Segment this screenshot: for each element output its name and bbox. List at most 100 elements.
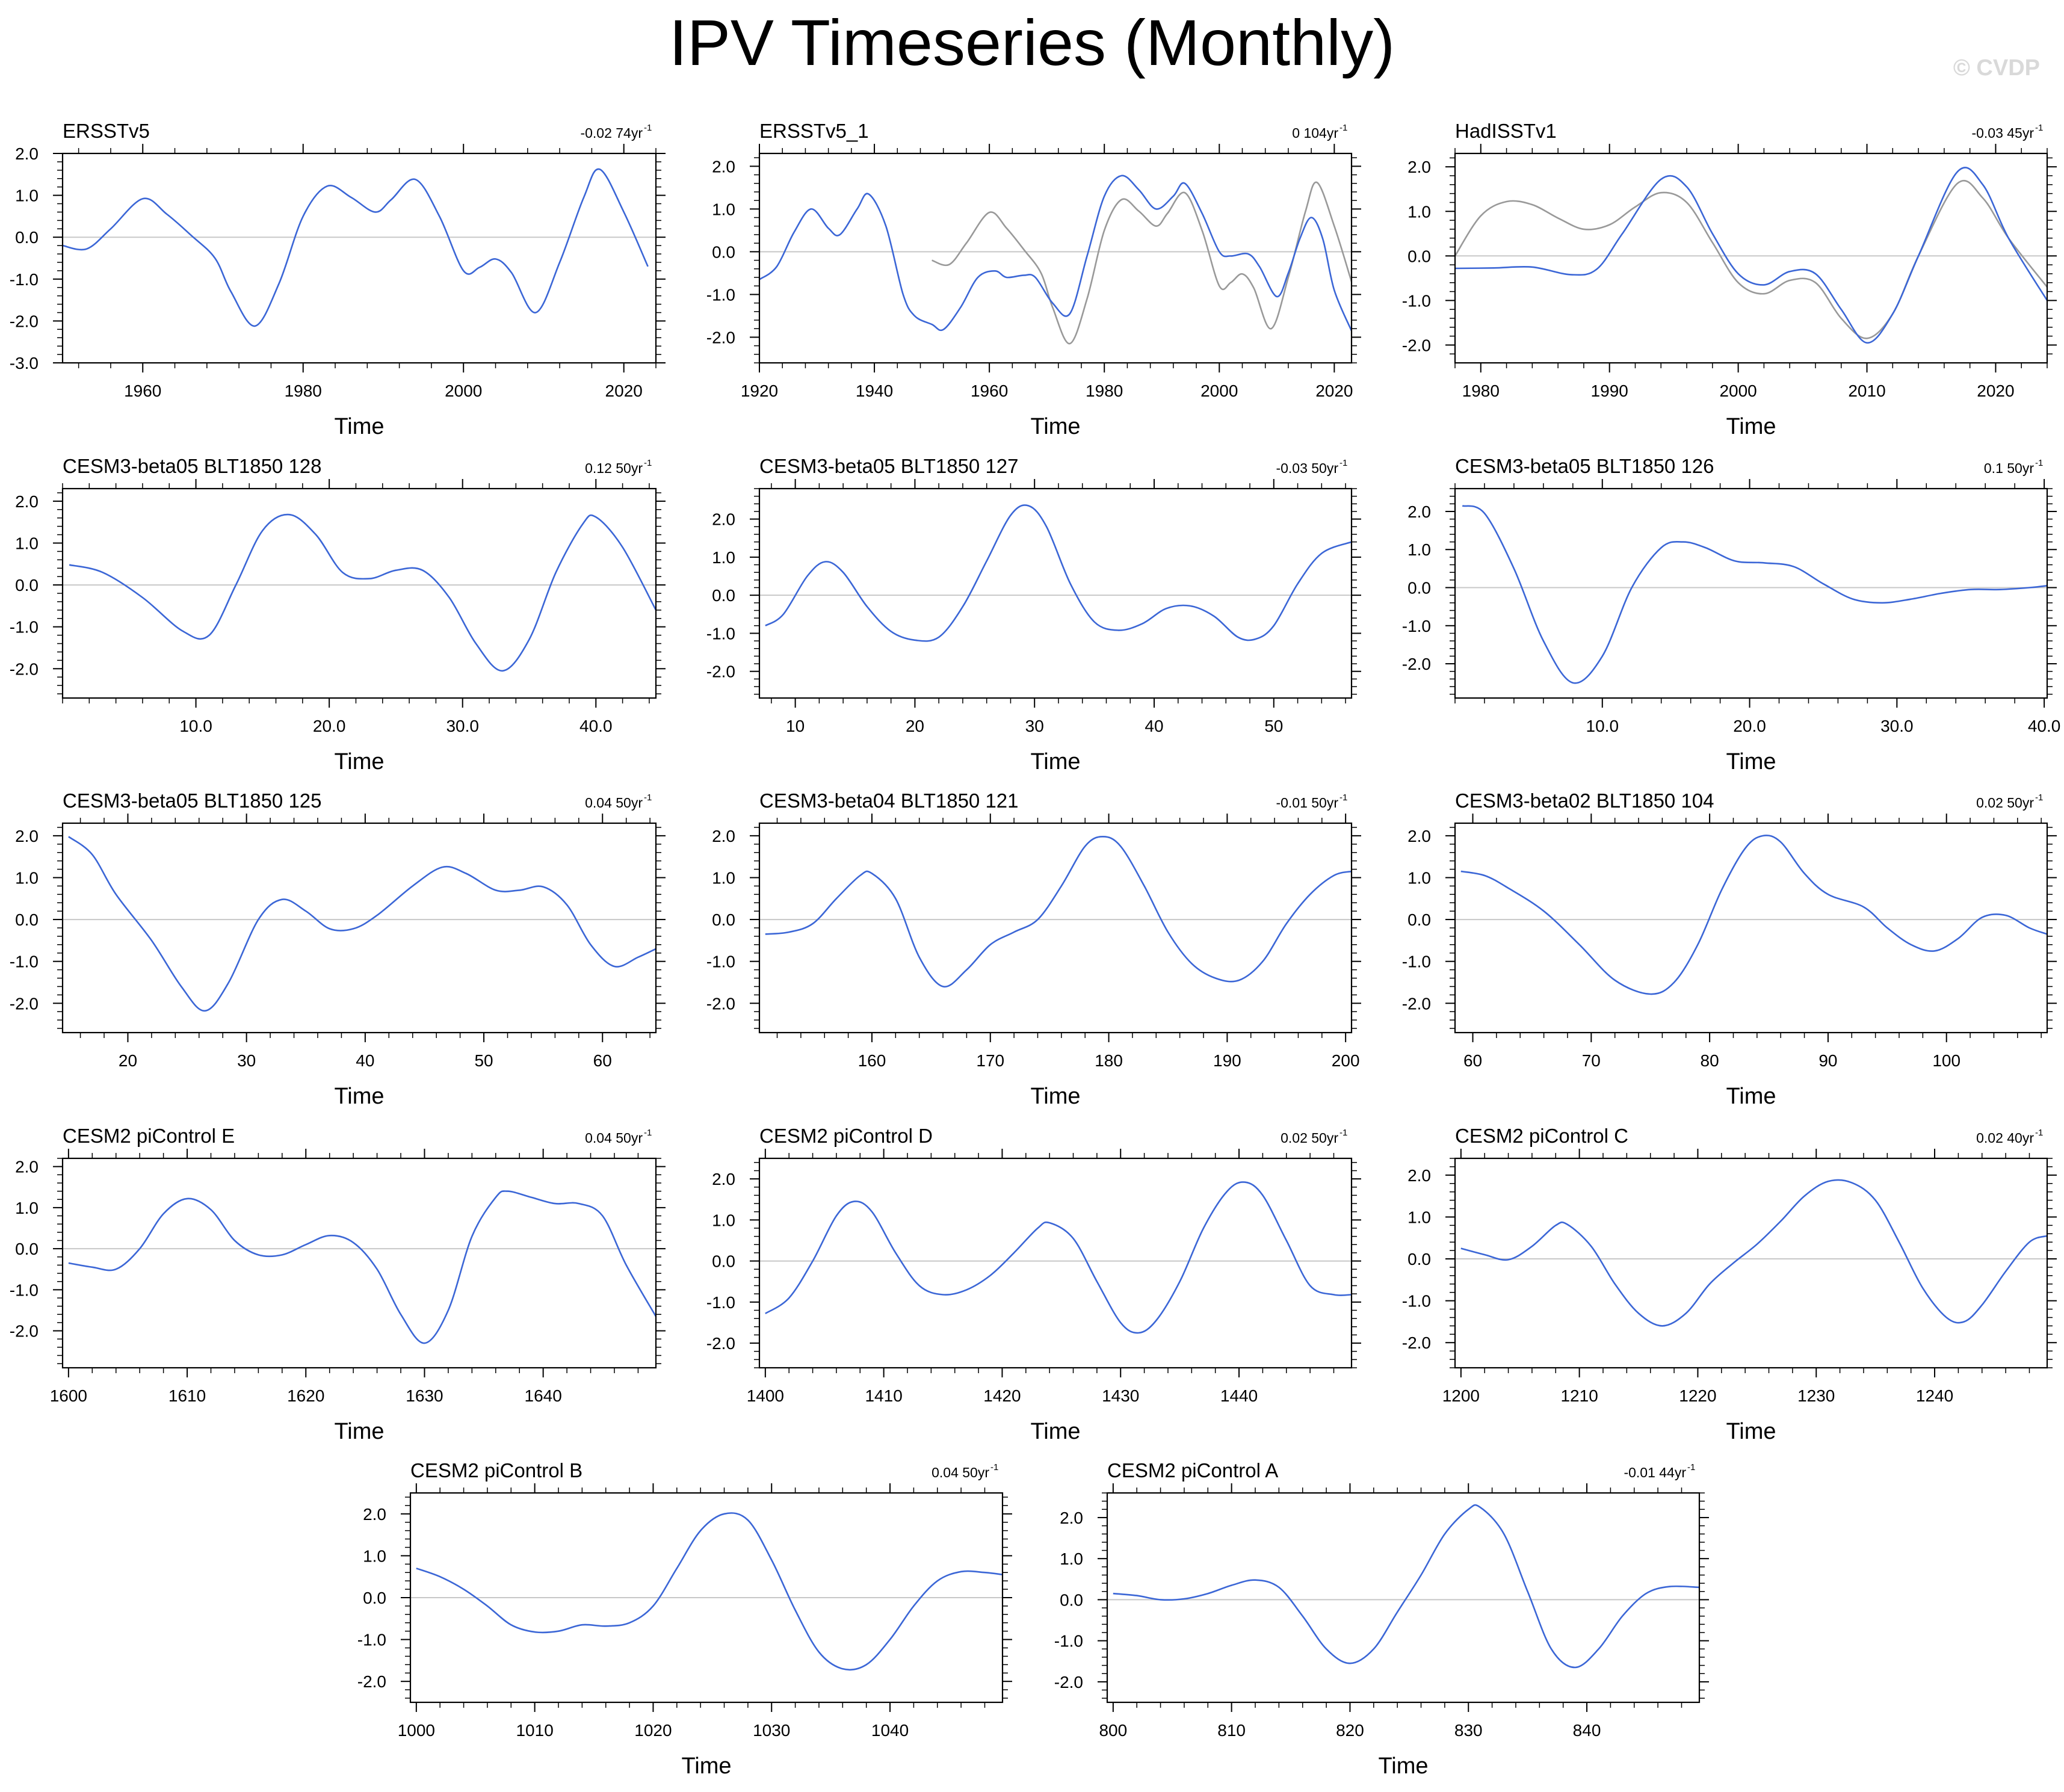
x-tick-label: 30.0 bbox=[446, 717, 479, 735]
x-tick-label: 20 bbox=[906, 717, 924, 735]
panel-2: 1920 1940 1960 1980 2000 2020 -2.0 -1.0 0.0 1.0 2.… bbox=[706, 120, 1361, 439]
x-axis-label: Time bbox=[1726, 1084, 1776, 1109]
y-tick-label: 2.0 bbox=[712, 1170, 735, 1188]
x-tick-label: 1980 bbox=[1086, 382, 1123, 400]
x-tick-label: 1960 bbox=[124, 382, 161, 400]
panel-title: CESM3-beta05 BLT1850 126 bbox=[1455, 455, 1714, 477]
panel-8: 160 170 180 190 200 -2.0 -1.0 0.0 1.0 2.0 CESM3-be… bbox=[706, 789, 1361, 1109]
x-tick-label: 20 bbox=[119, 1051, 137, 1070]
y-tick-label: 1.0 bbox=[1407, 202, 1431, 221]
x-tick-label: 1990 bbox=[1591, 382, 1628, 400]
y-tick-label: 1.0 bbox=[363, 1546, 386, 1565]
panel-title: CESM2 piControl E bbox=[63, 1125, 235, 1147]
x-tick-label: 1640 bbox=[525, 1386, 562, 1405]
trend-superscript: -1 bbox=[2035, 458, 2043, 468]
series-line-blue bbox=[416, 1512, 1003, 1671]
x-tick-label: 30 bbox=[237, 1051, 256, 1070]
y-tick-label: -2.0 bbox=[1402, 655, 1431, 673]
y-tick-label: -3.0 bbox=[10, 354, 39, 372]
trend-text: 0.04 50yr bbox=[585, 1130, 643, 1146]
y-tick-label: 0.0 bbox=[363, 1589, 386, 1607]
x-tick-label: 10.0 bbox=[1586, 717, 1619, 735]
panel-title: CESM2 piControl C bbox=[1455, 1125, 1628, 1147]
panel-12: 1200 1210 1220 1230 1240 -2.0 -1.0 0.0 1.0 2.0 CES… bbox=[1402, 1125, 2057, 1444]
x-tick-label: 40.0 bbox=[579, 717, 613, 735]
y-tick-label: 0.0 bbox=[1407, 1250, 1431, 1268]
panel-5: 10 20 30 40 50 -2.0 -1.0 0.0 1.0 2.0 CESM3-beta05 … bbox=[706, 455, 1361, 774]
trend-text: 0.02 40yr bbox=[1976, 1130, 2034, 1146]
y-tick-label: 2.0 bbox=[15, 144, 39, 163]
plot-frame bbox=[758, 152, 1353, 364]
y-tick-label: 0.0 bbox=[15, 576, 39, 595]
x-tick-label: 840 bbox=[1573, 1721, 1601, 1740]
y-tick-label: -1.0 bbox=[10, 270, 39, 289]
trend-text: -0.03 45yr bbox=[1971, 125, 2034, 141]
panel-title: CESM3-beta04 BLT1850 121 bbox=[759, 789, 1019, 812]
trend-superscript: -1 bbox=[2035, 123, 2043, 133]
y-tick-label: -1.0 bbox=[1054, 1632, 1083, 1651]
y-tick-label: 0.0 bbox=[1407, 579, 1431, 598]
x-axis-label: Time bbox=[1726, 414, 1776, 439]
x-tick-label: 1960 bbox=[971, 382, 1008, 400]
y-tick-label: -1.0 bbox=[10, 618, 39, 637]
y-tick-label: -2.0 bbox=[1402, 336, 1431, 354]
x-tick-label: 2010 bbox=[1848, 382, 1885, 400]
plot-frame bbox=[1106, 1492, 1701, 1704]
panel-3: 1980 1990 2000 2010 2020 -2.0 -1.0 0.0 1.0 2.0 Had… bbox=[1402, 120, 2057, 439]
y-tick-label: -1.0 bbox=[1402, 617, 1431, 635]
y-tick-label: -1.0 bbox=[10, 1281, 39, 1299]
x-axis-label: Time bbox=[681, 1753, 731, 1779]
y-tick-label: 2.0 bbox=[15, 492, 39, 511]
x-tick-label: 170 bbox=[976, 1051, 1004, 1070]
x-tick-label: 40.0 bbox=[2028, 717, 2061, 735]
x-tick-label: 1220 bbox=[1679, 1386, 1716, 1405]
y-tick-label: 0.0 bbox=[712, 243, 735, 261]
trend-superscript: -1 bbox=[2035, 1128, 2043, 1138]
trend-superscript: -1 bbox=[1339, 792, 1347, 803]
trend-text: 0.04 50yr bbox=[932, 1465, 989, 1480]
trend-text: -0.02 74yr bbox=[580, 125, 643, 141]
y-tick-label: -2.0 bbox=[1402, 994, 1431, 1013]
series-line-blue bbox=[1113, 1504, 1699, 1669]
x-tick-label: 60 bbox=[593, 1051, 612, 1070]
y-tick-label: 0.0 bbox=[1407, 910, 1431, 929]
x-tick-label: 1980 bbox=[1462, 382, 1500, 400]
trend-text: -0.01 44yr bbox=[1624, 1465, 1686, 1480]
x-axis-label: Time bbox=[334, 414, 384, 439]
y-tick-label: -2.0 bbox=[10, 1322, 39, 1341]
x-tick-label: 2000 bbox=[445, 382, 482, 400]
x-axis-label: Time bbox=[1726, 1419, 1776, 1444]
x-tick-label: 2020 bbox=[605, 382, 643, 400]
trend-text: 0 104yr bbox=[1292, 125, 1338, 141]
y-tick-label: 2.0 bbox=[363, 1505, 386, 1524]
x-tick-label: 30.0 bbox=[1880, 717, 1914, 735]
y-tick-label: 2.0 bbox=[15, 1158, 39, 1176]
x-tick-label: 2000 bbox=[1719, 382, 1757, 400]
x-tick-label: 1440 bbox=[1220, 1386, 1258, 1405]
y-tick-label: 0.0 bbox=[712, 586, 735, 605]
y-tick-label: -1.0 bbox=[706, 285, 735, 304]
panel-title: CESM3-beta05 BLT1850 125 bbox=[63, 789, 322, 812]
trend-superscript: -1 bbox=[644, 123, 652, 133]
trend-superscript: -1 bbox=[990, 1462, 998, 1472]
x-tick-label: 50 bbox=[474, 1051, 493, 1070]
trend-superscript: -1 bbox=[1339, 1128, 1347, 1138]
y-tick-label: 0.0 bbox=[15, 228, 39, 247]
x-tick-label: 40 bbox=[356, 1051, 374, 1070]
x-tick-label: 80 bbox=[1701, 1051, 1719, 1070]
x-tick-label: 50 bbox=[1264, 717, 1283, 735]
panel-title: CESM3-beta02 BLT1850 104 bbox=[1455, 789, 1714, 812]
panel-11: 1400 1410 1420 1430 1440 -2.0 -1.0 0.0 1.0 2.0 CES… bbox=[706, 1125, 1361, 1444]
y-tick-label: 0.0 bbox=[712, 910, 735, 929]
x-tick-label: 30 bbox=[1025, 717, 1044, 735]
panel-title: CESM2 piControl B bbox=[410, 1459, 582, 1481]
trend-superscript: -1 bbox=[644, 458, 652, 468]
plot-frame bbox=[61, 1157, 657, 1369]
panel-title: CESM3-beta05 BLT1850 127 bbox=[759, 455, 1019, 477]
y-tick-label: 1.0 bbox=[15, 534, 39, 552]
y-tick-label: 1.0 bbox=[15, 187, 39, 205]
x-tick-label: 1920 bbox=[741, 382, 778, 400]
x-tick-label: 1230 bbox=[1797, 1386, 1835, 1405]
series-line-blue bbox=[1455, 167, 2047, 344]
y-tick-label: 1.0 bbox=[1407, 868, 1431, 887]
